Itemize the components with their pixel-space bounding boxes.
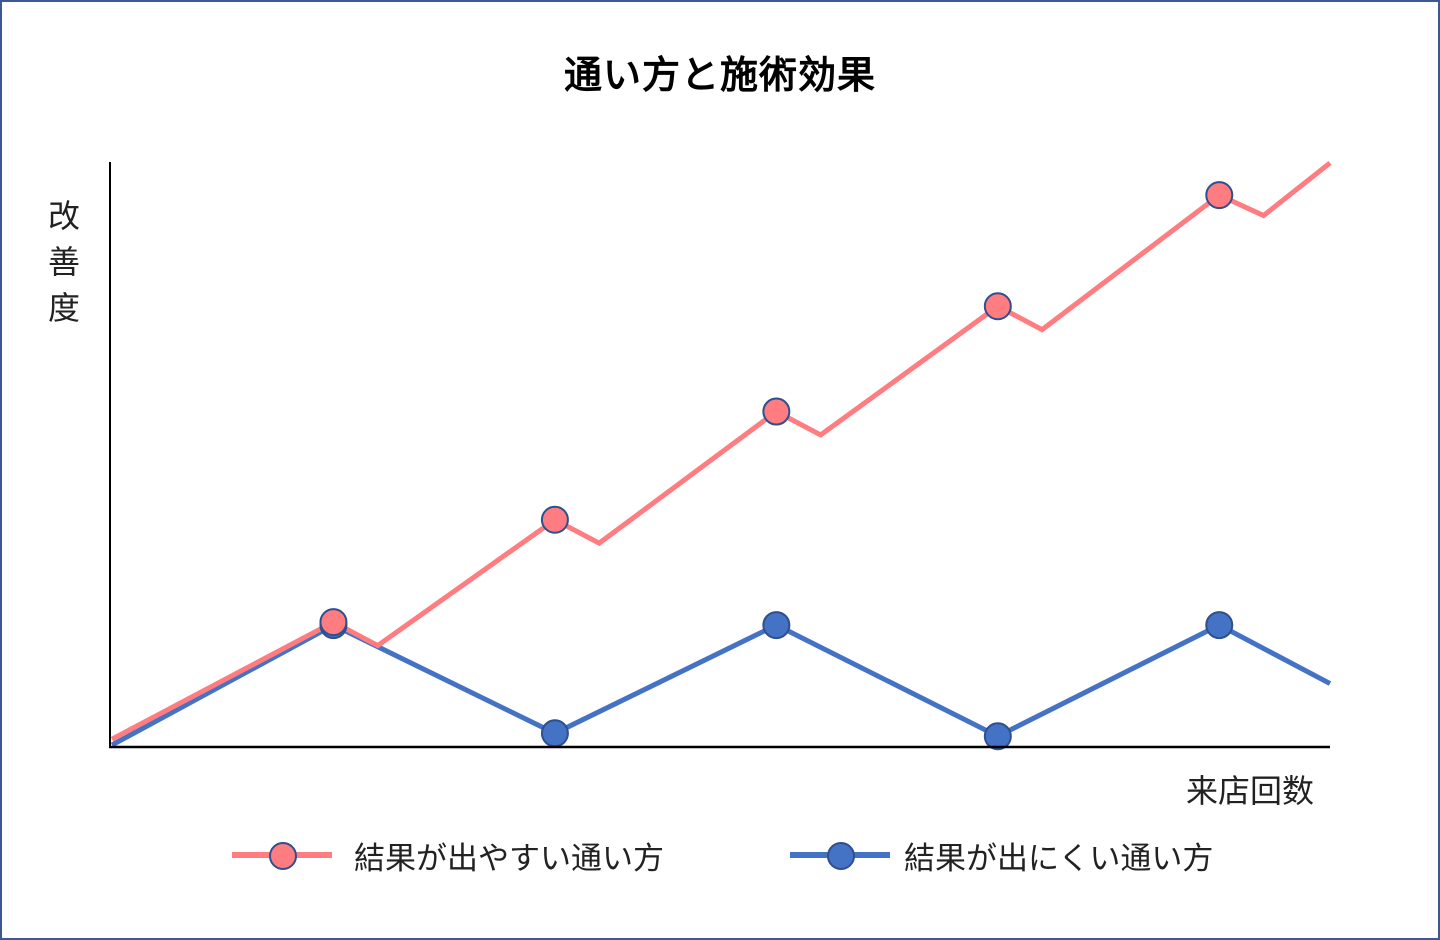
legend-label-hard: 結果が出にくい通い方 [904, 840, 1214, 877]
legend-item-hard: 結果が出にくい通い方 [790, 830, 1213, 880]
data-point-marker [983, 722, 1012, 751]
data-point-marker [1205, 181, 1234, 210]
data-point-marker [983, 292, 1012, 321]
y-axis-label-char: 改 [47, 197, 80, 235]
legend-label-easy: 結果が出やすい通い方 [354, 840, 664, 877]
y-axis-label-char: 度 [47, 289, 80, 327]
chart-title: 通い方と施術効果 [563, 53, 876, 97]
legend: 結果が出やすい通い方 結果が出にくい通い方 [0, 830, 1440, 880]
legend-marker-easy-icon [232, 830, 332, 880]
y-axis-label: 改善度 [44, 193, 84, 331]
series-layer [110, 160, 1332, 751]
data-point-marker [319, 608, 348, 637]
y-axis-label-char: 善 [47, 243, 80, 281]
data-point-marker [762, 397, 791, 426]
data-point-marker [540, 505, 569, 534]
data-point-marker [762, 611, 791, 640]
x-axis-label: 来店回数 [1185, 772, 1314, 810]
data-point-marker [1205, 611, 1234, 640]
legend-item-easy: 結果が出やすい通い方 [232, 830, 664, 880]
data-point-marker [540, 719, 569, 748]
legend-marker-hard-icon [790, 830, 890, 880]
